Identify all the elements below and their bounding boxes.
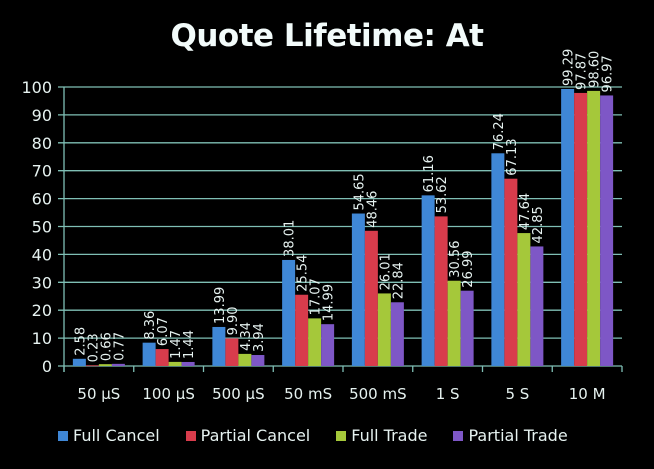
data-label: 26.01 — [378, 253, 393, 290]
x-tick-label: 5 S — [505, 385, 529, 403]
bar — [600, 95, 614, 366]
bar — [504, 178, 518, 366]
y-tick-label: 10 — [32, 329, 52, 348]
bar — [98, 364, 112, 366]
data-label: 48.46 — [365, 191, 380, 228]
bar — [295, 294, 309, 366]
bar — [85, 365, 99, 367]
data-label: 54.65 — [352, 173, 367, 210]
legend-swatch-partial-cancel — [185, 430, 196, 441]
bar — [251, 355, 265, 366]
data-label: 17.07 — [309, 278, 324, 315]
data-label: 96.97 — [601, 55, 616, 92]
y-tick-label: 0 — [42, 357, 52, 376]
legend-label: Full Trade — [351, 426, 428, 445]
data-label: 47.64 — [518, 193, 533, 230]
bar — [321, 324, 335, 366]
data-label: 26.99 — [461, 250, 476, 287]
data-label: 53.62 — [435, 176, 450, 213]
bar — [390, 302, 404, 366]
bar — [168, 361, 182, 366]
data-label: 1.44 — [182, 330, 197, 359]
data-label: 0.66 — [99, 332, 114, 361]
legend-swatch-full-cancel — [58, 430, 68, 441]
data-label: 97.87 — [575, 53, 590, 90]
y-tick-label: 50 — [32, 218, 52, 237]
data-label: 0.77 — [112, 332, 127, 361]
data-label: 67.13 — [505, 138, 520, 175]
bar — [364, 230, 378, 366]
legend-label: Full Cancel — [73, 426, 160, 445]
bar — [308, 318, 322, 366]
bar — [212, 326, 226, 366]
x-tick-label: 500 µS — [212, 385, 264, 403]
x-tick-label: 10 M — [569, 385, 606, 403]
y-tick-label: 60 — [32, 190, 52, 209]
y-tick-label: 20 — [32, 301, 52, 320]
bar — [447, 280, 461, 366]
data-label: 13.99 — [213, 287, 228, 324]
bar — [72, 358, 86, 366]
y-tick-label: 70 — [32, 162, 52, 181]
data-label: 76.24 — [492, 113, 507, 150]
bar — [142, 342, 156, 366]
bar — [225, 338, 239, 366]
data-label: 42.85 — [531, 206, 546, 243]
legend-item-partial-trade: Partial Trade — [453, 426, 568, 445]
data-label: 99.29 — [562, 49, 577, 86]
legend-swatch-partial-trade — [453, 430, 464, 441]
x-tick-label: 500 mS — [349, 385, 407, 403]
bar — [155, 349, 169, 366]
chart-legend: Full Cancel Partial Cancel Full Trade Pa… — [58, 426, 568, 445]
bar — [181, 361, 195, 366]
data-label: 25.54 — [296, 255, 311, 292]
legend-item-partial-cancel: Partial Cancel — [185, 426, 311, 445]
bar — [587, 90, 601, 366]
bar — [460, 290, 474, 366]
bar — [421, 195, 435, 366]
bar — [491, 153, 505, 366]
bar — [377, 293, 391, 366]
y-tick-label: 90 — [32, 106, 52, 125]
data-label: 98.60 — [588, 51, 603, 88]
data-label: 61.16 — [422, 155, 437, 192]
legend-label: Partial Cancel — [200, 426, 311, 445]
data-label: 9.90 — [226, 306, 241, 335]
data-label: 14.99 — [322, 284, 337, 321]
bar — [530, 246, 544, 366]
bar — [111, 363, 125, 366]
data-label: 38.01 — [283, 220, 298, 257]
bar — [574, 92, 588, 367]
chart-title: Quote Lifetime: At — [170, 18, 484, 54]
data-label: 30.56 — [448, 241, 463, 278]
y-tick-label: 30 — [32, 273, 52, 292]
bar — [434, 216, 448, 366]
bar — [351, 213, 365, 366]
data-label: 22.84 — [391, 262, 406, 299]
data-label: 1.47 — [169, 330, 184, 359]
legend-item-full-trade: Full Trade — [336, 426, 427, 445]
data-label: 0.23 — [86, 333, 101, 362]
data-label: 6.07 — [156, 317, 171, 346]
x-tick-label: 100 µS — [142, 385, 194, 403]
y-tick-label: 40 — [32, 245, 52, 264]
data-label: 2.58 — [73, 327, 88, 356]
legend-label: Partial Trade — [468, 426, 568, 445]
bar — [517, 233, 531, 366]
legend-swatch-full-trade — [336, 430, 347, 441]
legend-item-full-cancel: Full Cancel — [58, 426, 160, 445]
x-tick-label: 1 S — [436, 385, 460, 403]
bar — [561, 88, 575, 367]
bar — [238, 353, 252, 366]
y-tick-label: 100 — [21, 78, 52, 97]
x-tick-label: 50 mS — [284, 385, 332, 403]
data-label: 4.34 — [239, 322, 254, 351]
bar — [282, 259, 296, 366]
y-tick-label: 80 — [32, 134, 52, 153]
data-label: 3.94 — [252, 323, 267, 352]
x-tick-label: 50 µS — [77, 385, 120, 403]
data-label: 8.36 — [143, 311, 158, 340]
